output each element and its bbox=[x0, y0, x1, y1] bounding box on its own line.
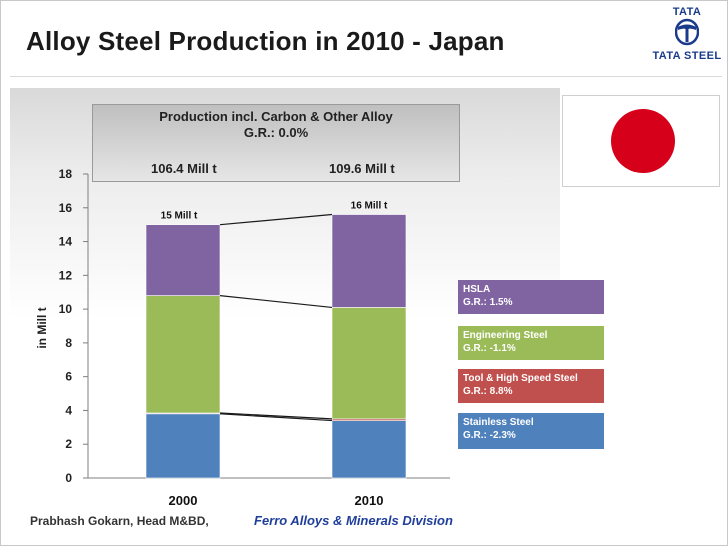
legend-hsla-growth: G.R.: 1.5% bbox=[463, 297, 513, 308]
banner-title: Production incl. Carbon & Other Alloy bbox=[159, 109, 393, 124]
x-tick-label-2010: 2010 bbox=[355, 493, 384, 508]
legend-hsla: HSLA G.R.: 1.5% bbox=[458, 280, 604, 314]
connector-line-4 bbox=[219, 213, 333, 226]
banner-value-2010: 109.6 Mill t bbox=[329, 161, 395, 176]
bar-engineering-steel-2000 bbox=[145, 295, 221, 414]
tata-logo-icon bbox=[675, 18, 699, 46]
japan-flag bbox=[562, 95, 720, 187]
total-label-2010: 16 Mill t bbox=[351, 201, 388, 212]
banner-growth-rate: G.R.: 0.0% bbox=[243, 125, 309, 140]
y-tick-label-18: 18 bbox=[59, 167, 73, 181]
title-divider bbox=[10, 76, 722, 77]
bar-hsla-2000 bbox=[145, 224, 221, 296]
bar-hsla-2010 bbox=[331, 214, 407, 308]
y-tick-label-10: 10 bbox=[59, 302, 73, 316]
legend-tool-name: Tool & High Speed Steel bbox=[463, 373, 578, 384]
connector-line-1 bbox=[219, 413, 333, 422]
y-axis-label: in Mill t bbox=[35, 307, 49, 348]
connector-line-2 bbox=[219, 412, 333, 420]
y-tick-label-2: 2 bbox=[65, 437, 72, 451]
slide-title: Alloy Steel Production in 2010 - Japan bbox=[26, 26, 505, 56]
bar-stainless-steel-2000 bbox=[145, 413, 221, 479]
y-tick-label-4: 4 bbox=[65, 403, 72, 417]
y-tick-label-8: 8 bbox=[65, 336, 72, 350]
bar-engineering-steel-2010 bbox=[331, 307, 407, 420]
x-tick-label-2000: 2000 bbox=[169, 493, 198, 508]
y-tick-label-6: 6 bbox=[65, 370, 72, 384]
connector-line-3 bbox=[219, 295, 333, 309]
y-tick-label-16: 16 bbox=[59, 201, 73, 215]
y-tick-label-12: 12 bbox=[59, 268, 73, 282]
legend-stainless-steel: Stainless Steel G.R.: -2.3% bbox=[458, 413, 604, 449]
y-tick-label-0: 0 bbox=[65, 471, 72, 485]
total-label-2000: 15 Mill t bbox=[161, 211, 198, 222]
logo-bottom-text: TATA STEEL bbox=[652, 50, 722, 62]
banner-value-2000: 106.4 Mill t bbox=[151, 161, 217, 176]
legend-stainless-growth: G.R.: -2.3% bbox=[463, 430, 516, 441]
legend-stainless-name: Stainless Steel bbox=[463, 417, 534, 428]
flag-red-disc bbox=[611, 109, 675, 173]
tata-steel-logo: TATA TATA STEEL bbox=[648, 4, 726, 64]
logo-top-text: TATA bbox=[672, 6, 702, 18]
legend-engineering-growth: G.R.: -1.1% bbox=[463, 343, 516, 354]
legend-hsla-name: HSLA bbox=[463, 284, 491, 295]
legend-engineering-steel: Engineering Steel G.R.: -1.1% bbox=[458, 326, 604, 360]
legend-tool-steel: Tool & High Speed Steel G.R.: 8.8% bbox=[458, 369, 604, 403]
bar-stainless-steel-2010 bbox=[331, 420, 407, 479]
legend-tool-growth: G.R.: 8.8% bbox=[463, 386, 513, 397]
y-tick-label-14: 14 bbox=[59, 235, 73, 249]
legend-engineering-name: Engineering Steel bbox=[463, 330, 548, 341]
footer-division: Ferro Alloys & Minerals Division bbox=[254, 513, 453, 528]
production-banner: Production incl. Carbon & Other Alloy G.… bbox=[92, 104, 460, 182]
footer-author: Prabhash Gokarn, Head M&BD, bbox=[30, 514, 209, 528]
